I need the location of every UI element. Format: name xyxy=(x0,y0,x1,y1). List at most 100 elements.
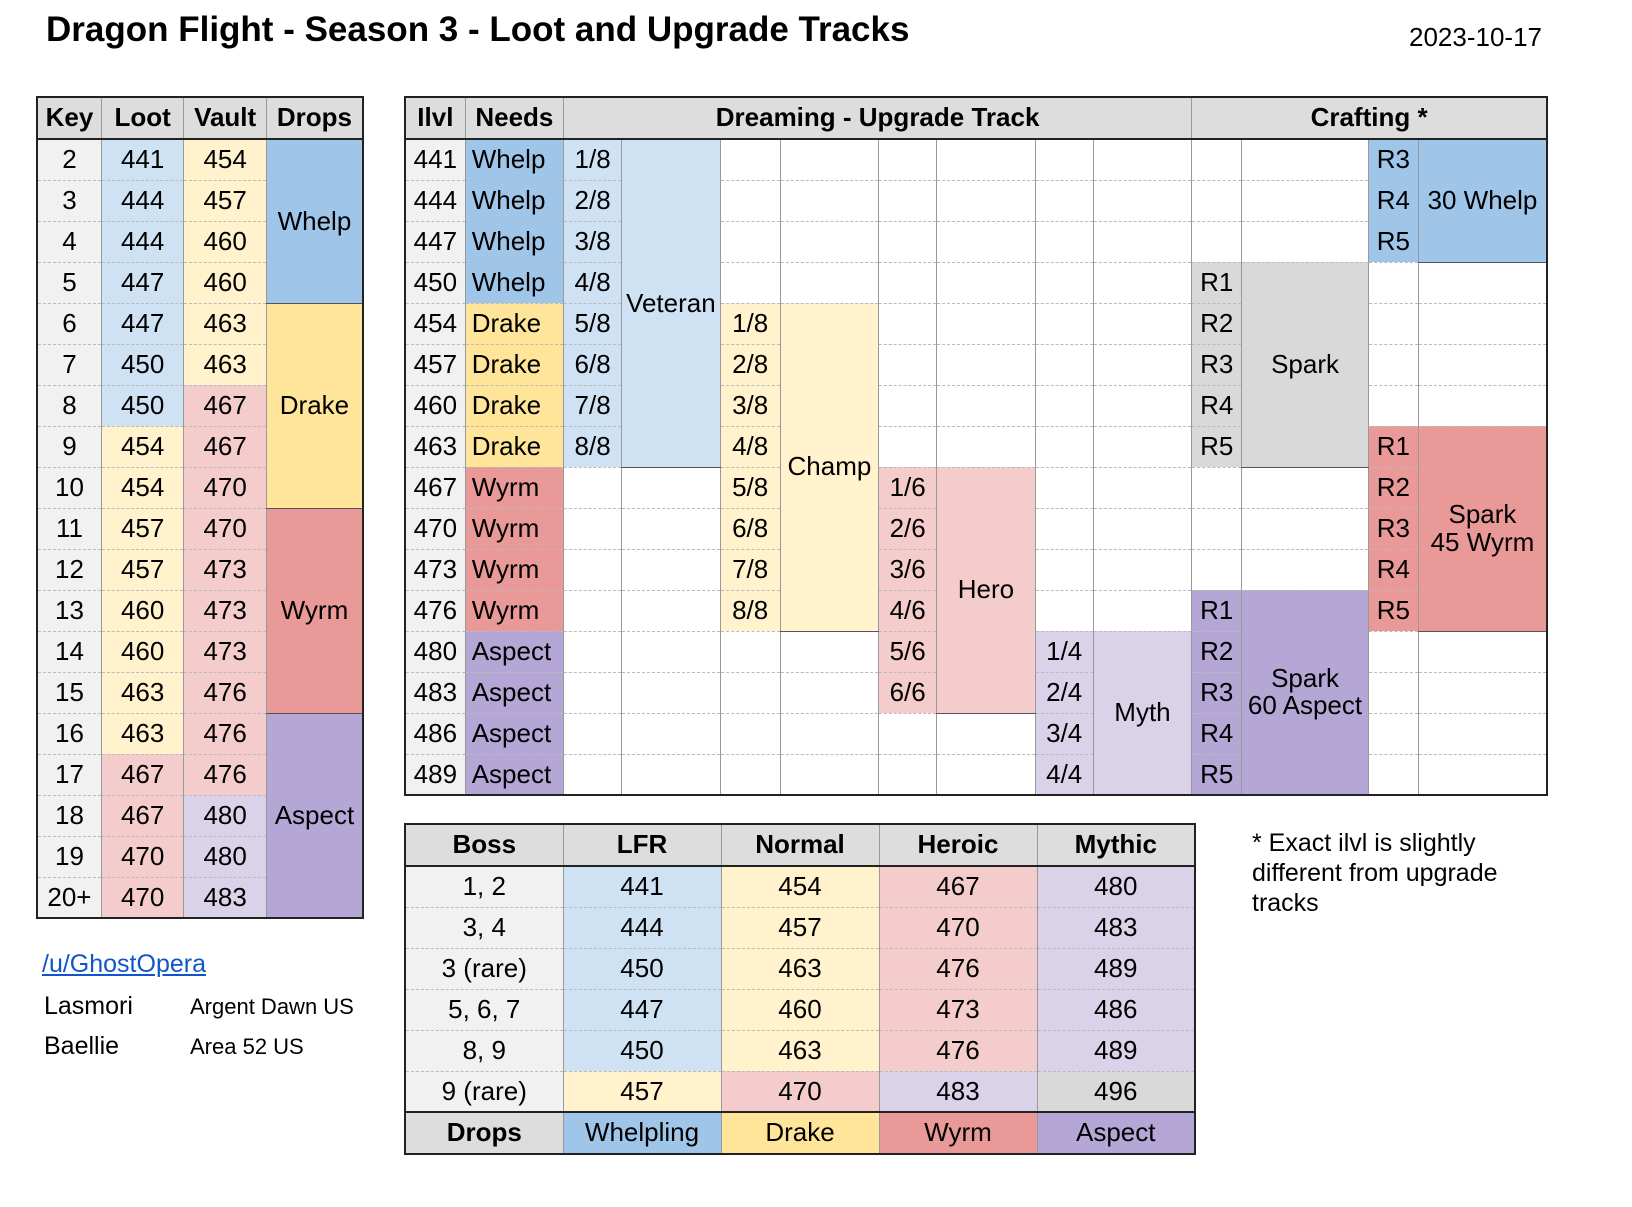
empty-cell xyxy=(719,754,781,796)
needs-cell: Whelp xyxy=(464,180,564,222)
veteran-step: 1/8 xyxy=(563,139,622,181)
needs-cell: Whelp xyxy=(464,221,564,263)
ilvl-cell: 473 xyxy=(878,989,1037,1031)
key-cell: 16 xyxy=(36,713,102,755)
myth-step: 2/4 xyxy=(1034,672,1094,714)
ilvl-cell: 450 xyxy=(562,948,721,990)
empty-cell xyxy=(1241,180,1369,222)
empty-cell xyxy=(1092,180,1192,222)
drops-cell: Wyrm xyxy=(265,508,363,714)
page-title: Dragon Flight - Season 3 - Loot and Upgr… xyxy=(46,10,910,49)
author-link[interactable]: /u/GhostOpera xyxy=(42,950,206,978)
ilvl-cell: 486 xyxy=(404,713,466,755)
empty-cell xyxy=(779,180,879,222)
empty-cell xyxy=(1092,344,1192,386)
loot-cell: 460 xyxy=(100,631,184,673)
empty-cell xyxy=(1191,180,1242,222)
credit-name-1: Lasmori xyxy=(44,992,133,1020)
ilvl-cell: 450 xyxy=(404,262,466,304)
empty-cell xyxy=(878,385,937,427)
vault-cell: 476 xyxy=(183,672,267,714)
loot-cell: 470 xyxy=(100,836,184,878)
key-cell: 5 xyxy=(36,262,102,304)
table-row: 457 Drake 6/8 2/8 R3 xyxy=(404,344,1547,386)
empty-cell xyxy=(719,139,781,181)
empty-cell xyxy=(1092,385,1192,427)
myth-step: 3/4 xyxy=(1034,713,1094,755)
key-cell: 13 xyxy=(36,590,102,632)
key-cell: 18 xyxy=(36,795,102,837)
spark-aspect-rank: R2 xyxy=(1191,631,1242,673)
loot-cell: 447 xyxy=(100,262,184,304)
empty-cell xyxy=(621,754,721,796)
empty-cell xyxy=(1092,139,1192,181)
needs-cell: Drake xyxy=(464,303,564,345)
empty-cell xyxy=(563,590,622,632)
spark-wyrm-rank: R1 xyxy=(1367,426,1419,468)
veteran-step: 5/8 xyxy=(563,303,622,345)
empty-cell xyxy=(936,385,1036,427)
empty-cell xyxy=(1417,385,1547,427)
key-cell: 12 xyxy=(36,549,102,591)
table-row: 18 467 480 xyxy=(36,795,363,837)
mythic-header: Mythic xyxy=(1036,824,1195,867)
ilvl-cell: 457 xyxy=(562,1071,721,1113)
empty-cell xyxy=(1034,590,1094,632)
drops-cell: Whelpling xyxy=(562,1111,721,1155)
loot-cell: 467 xyxy=(100,795,184,837)
empty-cell xyxy=(719,262,781,304)
needs-cell: Whelp xyxy=(464,139,564,181)
table-row: 480 Aspect 5/6 1/4 Myth R2 xyxy=(404,631,1547,796)
empty-cell xyxy=(1034,303,1094,345)
key-cell: 10 xyxy=(36,467,102,509)
spark-aspect-rank: R3 xyxy=(1191,672,1242,714)
boss-cell: 5, 6, 7 xyxy=(404,989,563,1031)
empty-cell xyxy=(936,713,1036,755)
empty-cell xyxy=(1092,303,1192,345)
empty-cell xyxy=(878,754,937,796)
needs-header: Needs xyxy=(464,97,564,140)
spark-wyrm-line-2: 45 Wyrm xyxy=(1430,526,1535,557)
ilvl-cell: 467 xyxy=(878,866,1037,908)
loot-cell: 444 xyxy=(100,180,184,222)
ilvl-cell: 450 xyxy=(562,1030,721,1072)
spark-wyrm-rank: R3 xyxy=(1367,508,1419,550)
empty-cell xyxy=(1191,508,1242,550)
table-row: 12 457 473 xyxy=(36,549,363,591)
empty-cell xyxy=(1417,303,1547,345)
empty-cell xyxy=(563,672,622,714)
empty-cell xyxy=(1034,139,1094,181)
vault-cell: 457 xyxy=(183,180,267,222)
empty-cell xyxy=(779,713,879,755)
table-row: 489 Aspect 4/4 R5 xyxy=(404,754,1547,796)
vault-header: Vault xyxy=(183,97,267,140)
empty-cell xyxy=(1034,385,1094,427)
empty-cell xyxy=(1241,139,1369,181)
key-table: Key Loot Vault Drops 2 441 454 Whelp 3 444 457… xyxy=(36,96,364,919)
champ-step: 7/8 xyxy=(719,549,781,591)
upgrade-track-header: Dreaming - Upgrade Track xyxy=(563,97,1192,140)
drops-row: Drops Whelpling Drake Wyrm Aspect xyxy=(404,1111,1195,1155)
drops-cell: Wyrm xyxy=(878,1111,1037,1155)
loot-cell: 463 xyxy=(100,672,184,714)
champ-step: 8/8 xyxy=(719,590,781,632)
ilvl-footnote: * Exact ilvl is slightly different from … xyxy=(1252,829,1498,917)
table-row: 476 Wyrm 8/8 4/6 R1 Spark 60 Aspect R5 xyxy=(404,590,1547,796)
ilvl-cell: 463 xyxy=(720,948,879,990)
vault-cell: 454 xyxy=(183,139,267,181)
ilvl-cell: 467 xyxy=(404,467,466,509)
table-row: 2 441 454 Whelp xyxy=(36,139,363,304)
table-row: 460 Drake 7/8 3/8 R4 xyxy=(404,385,1547,427)
loot-cell: 450 xyxy=(100,344,184,386)
heroic-header: Heroic xyxy=(878,824,1037,867)
needs-cell: Aspect xyxy=(464,672,564,714)
empty-cell xyxy=(878,344,937,386)
veteran-step: 2/8 xyxy=(563,180,622,222)
loot-cell: 441 xyxy=(100,139,184,181)
empty-cell xyxy=(878,303,937,345)
table-row: 16 463 476 Aspect xyxy=(36,713,363,919)
boss-cell: 1, 2 xyxy=(404,866,563,908)
table-row: 10 454 470 xyxy=(36,467,363,509)
table-row: 450 Whelp 4/8 R1 Spark xyxy=(404,262,1547,468)
empty-cell xyxy=(1417,344,1547,386)
